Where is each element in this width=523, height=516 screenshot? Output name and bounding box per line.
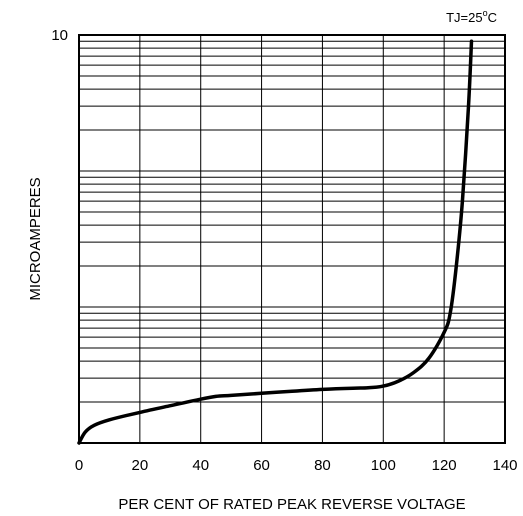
- x-tick-label: 40: [192, 457, 209, 474]
- x-tick-label: 60: [253, 457, 270, 474]
- x-tick-label: 120: [432, 457, 457, 474]
- y-axis-label: MICROAMPERES: [27, 177, 44, 300]
- x-tick-labels: 0 20 40 60 80 100 120 140: [75, 457, 518, 474]
- x-tick-label: 100: [371, 457, 396, 474]
- x-tick-label: 80: [314, 457, 331, 474]
- plot-frame: [78, 34, 506, 444]
- x-tick-label: 20: [132, 457, 149, 474]
- junction-temperature-annotation: TJ=25oC: [446, 8, 497, 25]
- grid-lines: [79, 35, 505, 443]
- y-tick-label: 10: [51, 27, 68, 44]
- y-tick-labels: 10: [51, 27, 68, 44]
- x-tick-label: 140: [492, 457, 517, 474]
- x-tick-label: 0: [75, 457, 83, 474]
- x-axis-label: PER CENT OF RATED PEAK REVERSE VOLTAGE: [118, 496, 465, 513]
- leakage-current-curve: [77, 39, 474, 445]
